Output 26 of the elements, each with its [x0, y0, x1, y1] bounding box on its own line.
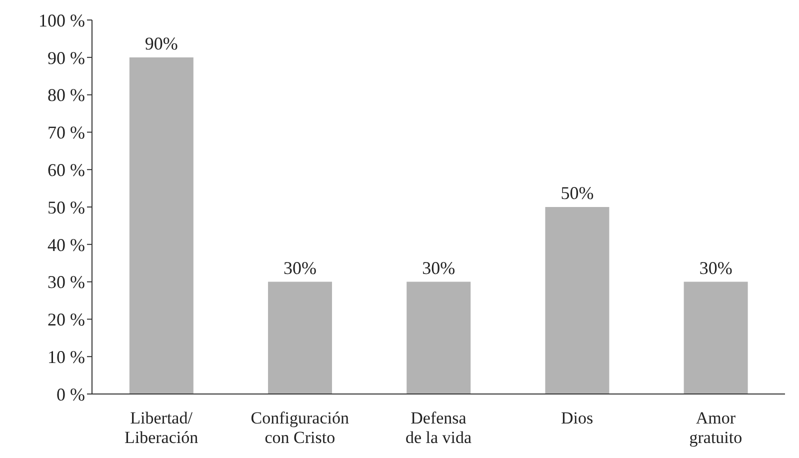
bar — [684, 282, 748, 394]
bar — [545, 207, 610, 394]
y-tick-label: 100 % — [38, 10, 85, 30]
y-tick-label: 70 % — [48, 122, 85, 143]
x-tick-label: Defensa de la vida — [405, 408, 472, 447]
bar — [268, 282, 332, 394]
y-tick-label: 80 % — [48, 85, 85, 106]
y-tick-label: 20 % — [48, 310, 85, 330]
x-tick-label: Configuración con Cristo — [250, 408, 350, 447]
data-label: 50% — [560, 183, 594, 203]
y-tick-label: 60 % — [48, 160, 85, 180]
data-label: 30% — [699, 258, 732, 278]
bar — [129, 57, 194, 394]
x-tick-label: Libertad/ Liberación — [124, 408, 199, 447]
y-tick-label: 40 % — [48, 234, 85, 255]
bar — [406, 282, 471, 394]
x-tick-label: Amor gratuito — [689, 408, 742, 447]
data-label: 90% — [144, 33, 178, 54]
y-tick-label: 50 % — [48, 197, 85, 218]
data-label: 30% — [422, 258, 456, 278]
x-tick-label: Dios — [561, 408, 594, 428]
y-tick-label: 0 % — [56, 384, 85, 404]
y-tick-label: 10 % — [48, 346, 85, 367]
y-tick-label: 30 % — [48, 272, 85, 292]
data-label: 30% — [284, 258, 317, 278]
y-tick-label: 90 % — [48, 48, 85, 68]
